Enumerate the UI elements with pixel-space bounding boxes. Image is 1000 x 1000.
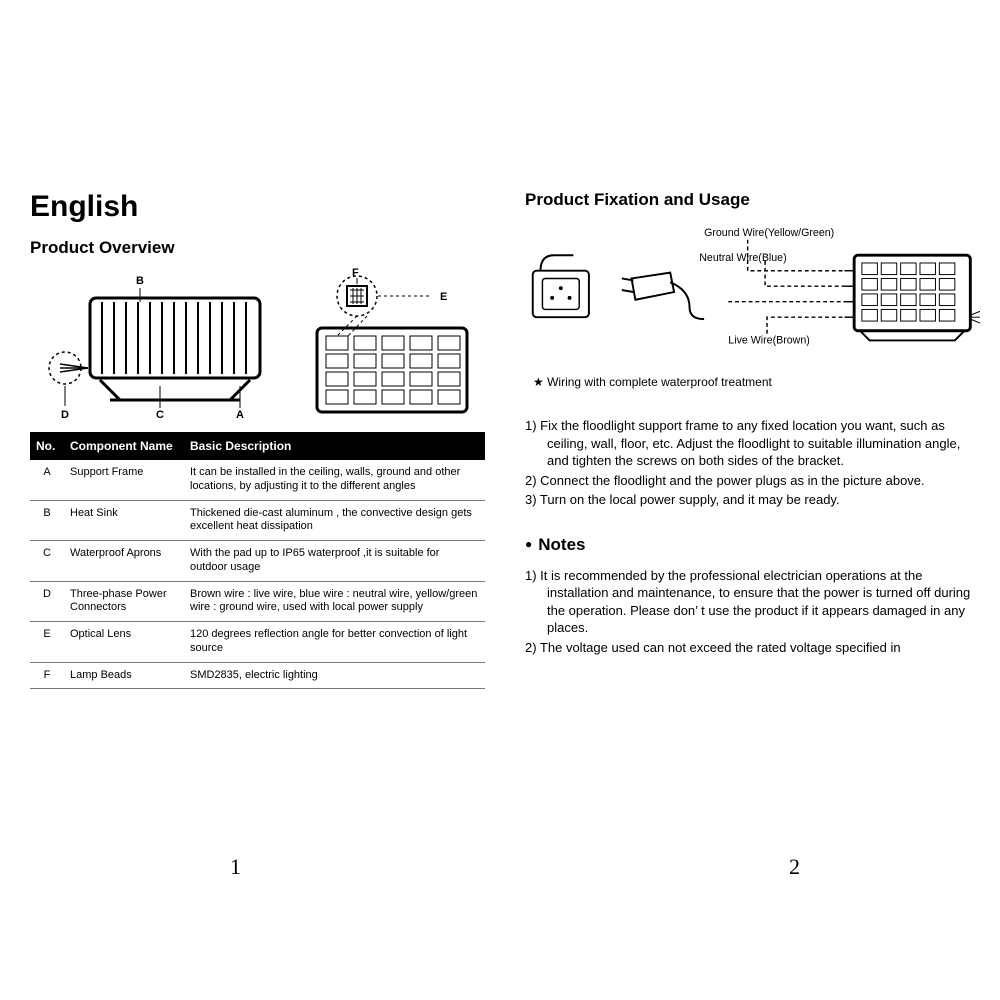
step-item: 1) Fix the floodlight support frame to a… [525,417,980,470]
table-row: CWaterproof ApronsWith the pad up to IP6… [30,541,485,582]
table-row: BHeat SinkThickened die-cast aluminum , … [30,500,485,541]
wiring-diagram: Ground Wire(Yellow/Green) Neutral Wire(B… [525,220,980,365]
neutral-wire-label: Neutral Wire(Blue) [699,252,786,264]
th-name: Component Name [64,432,184,460]
table-row: EOptical Lens120 degrees reflection angl… [30,622,485,663]
component-table: No. Component Name Basic Description ASu… [30,432,485,689]
label-B: B [136,275,144,287]
live-wire-label: Live Wire(Brown) [728,334,809,346]
notes-title: Notes [525,535,980,555]
page-number-right: 2 [789,854,800,880]
page-number-left: 1 [230,854,241,880]
fixation-title: Product Fixation and Usage [525,190,980,210]
label-A: A [236,409,244,418]
note-item: 1) It is recommended by the professional… [525,567,980,637]
notes-list: 1) It is recommended by the professional… [525,567,980,659]
table-row: DThree-phase Power ConnectorsBrown wire … [30,581,485,622]
usage-steps: 1) Fix the floodlight support frame to a… [525,417,980,511]
overview-title: Product Overview [30,238,485,258]
th-desc: Basic Description [184,432,485,460]
label-D: D [61,409,69,418]
label-C: C [156,409,164,418]
waterproof-note: ★ Wiring with complete waterproof treatm… [525,375,980,389]
label-F: F [352,268,359,279]
label-E: E [440,291,447,303]
th-no: No. [30,432,64,460]
left-page: English Product Overview [30,190,485,880]
floodlight-back-diagram: B D C A [30,268,290,418]
overview-diagram: B D C A E F [30,268,485,418]
ground-wire-label: Ground Wire(Yellow/Green) [704,227,834,239]
right-page: Product Fixation and Usage Ground Wire(Y… [525,190,980,880]
table-row: FLamp BeadsSMD2835, electric lighting [30,662,485,689]
main-title: English [30,190,485,224]
table-row: ASupport FrameIt can be installed in the… [30,460,485,500]
step-item: 2) Connect the floodlight and the power … [525,472,980,490]
note-item: 2) The voltage used can not exceed the r… [525,639,980,657]
floodlight-front-diagram: E F [302,268,482,418]
step-item: 3) Turn on the local power supply, and i… [525,491,980,509]
